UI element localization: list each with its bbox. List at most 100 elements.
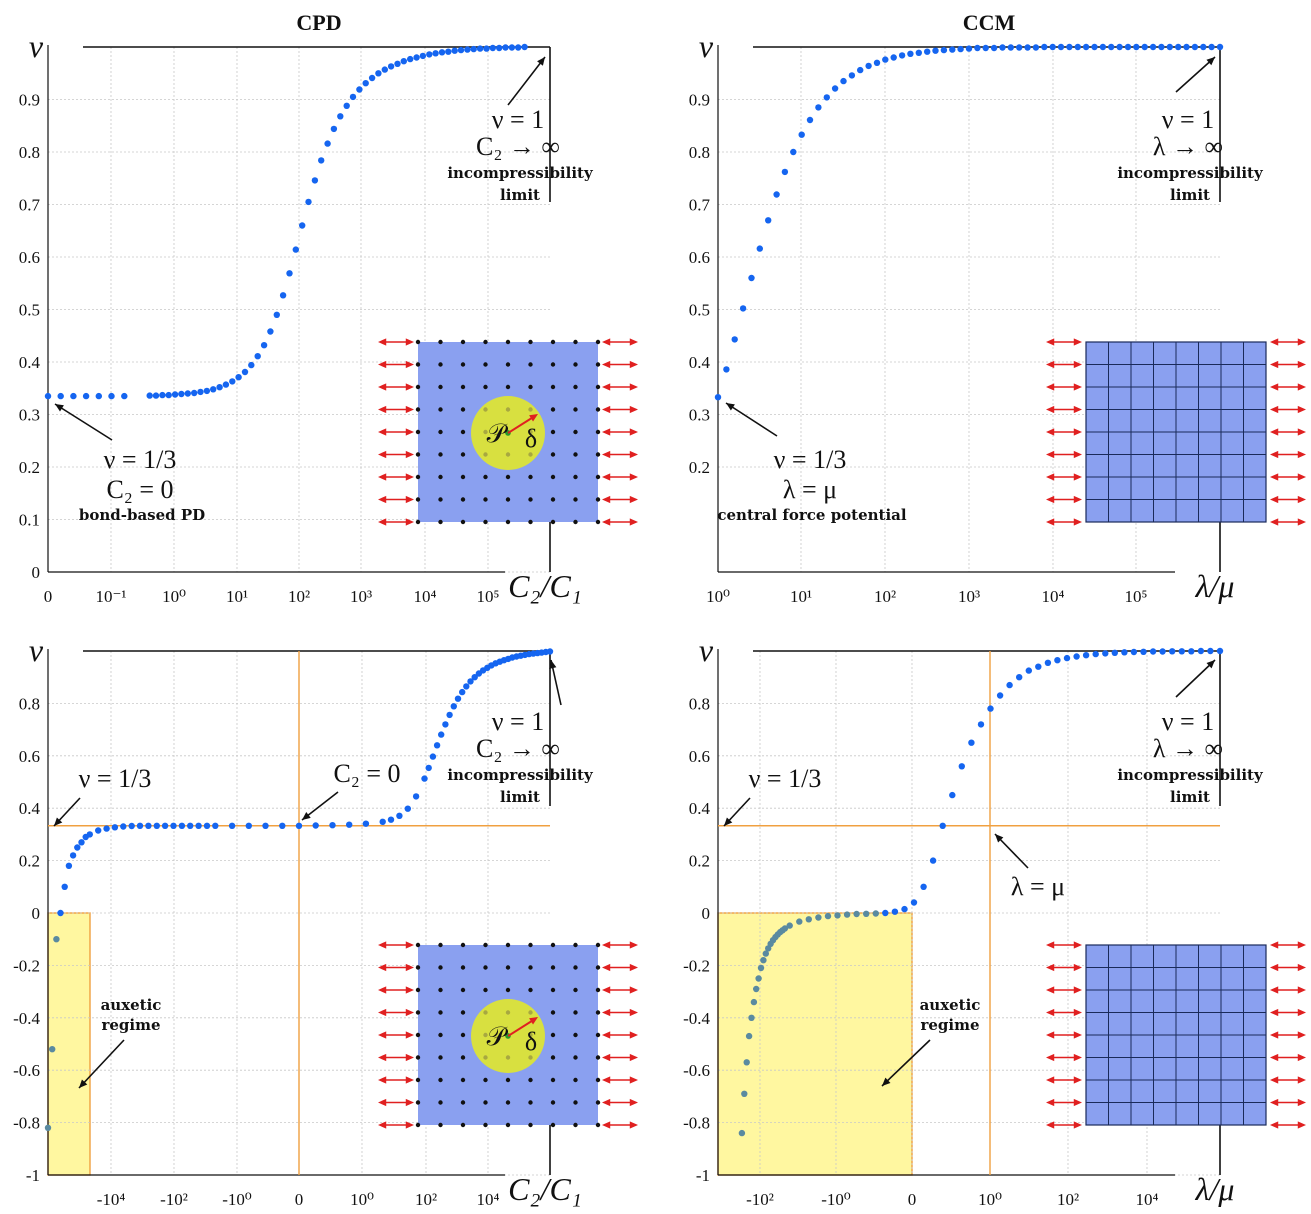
auxetic-region xyxy=(48,913,90,1175)
lattice-node xyxy=(483,362,488,367)
lattice-node xyxy=(595,965,601,970)
data-point xyxy=(203,822,211,829)
data-point xyxy=(1197,647,1205,655)
lattice-node xyxy=(550,1055,556,1060)
data-point xyxy=(748,274,755,282)
lattice-node xyxy=(438,987,443,993)
arrowhead xyxy=(1046,941,1055,949)
arrowhead xyxy=(1297,1031,1306,1039)
y-tick-label: 0.8 xyxy=(19,143,40,162)
arrowhead xyxy=(1073,360,1082,369)
lattice-node xyxy=(415,474,421,480)
data-point xyxy=(457,46,465,54)
lattice-node xyxy=(595,1122,601,1128)
data-point xyxy=(1006,681,1013,689)
data-point xyxy=(153,822,160,829)
lattice-node xyxy=(460,497,466,502)
data-point xyxy=(438,49,446,56)
arrowhead xyxy=(602,495,611,504)
arrowhead xyxy=(1270,1121,1279,1129)
data-point xyxy=(228,822,236,829)
data-point xyxy=(738,1129,746,1137)
data-point xyxy=(1216,43,1224,51)
arrowhead xyxy=(602,383,611,391)
arrowhead xyxy=(302,812,311,820)
lattice-node xyxy=(483,429,488,435)
data-point xyxy=(467,678,474,685)
auxetic-label: auxetic xyxy=(101,996,162,1014)
arrowhead xyxy=(1297,1076,1306,1084)
lattice-node xyxy=(483,1055,488,1060)
arrowhead xyxy=(405,428,414,436)
lattice-node xyxy=(595,1077,601,1083)
lattice-node xyxy=(415,965,421,970)
arrowhead xyxy=(79,1079,88,1088)
data-point xyxy=(446,711,453,719)
data-point xyxy=(990,44,998,52)
data-point xyxy=(1200,43,1207,51)
arrowhead xyxy=(1270,405,1279,414)
lattice-node xyxy=(460,407,466,412)
lattice-node xyxy=(550,1032,556,1038)
y-tick-label: -0.8 xyxy=(13,1114,40,1133)
lattice-node xyxy=(528,1077,533,1083)
arrowhead xyxy=(378,383,387,391)
y-tick-label: 0.4 xyxy=(689,353,711,372)
lattice-node xyxy=(573,1010,578,1015)
arrowhead xyxy=(629,941,638,949)
arrowhead xyxy=(1046,1076,1055,1084)
annotations: ν = 1C₂ → ∞ incompressibility limit ν = 1/3… xyxy=(54,56,594,524)
limit-param-label: λ → ∞ xyxy=(1153,734,1223,763)
data-point xyxy=(1074,43,1082,51)
data-point xyxy=(432,50,439,57)
annotations: ν = 1C₂ → ∞ incompressibility limit ν = 1/3… xyxy=(53,659,594,1089)
data-point xyxy=(853,910,860,918)
data-point xyxy=(381,66,388,73)
data-point xyxy=(1178,648,1186,655)
data-point xyxy=(197,388,204,396)
data-point xyxy=(171,391,179,398)
lattice-node xyxy=(483,1100,488,1105)
lattice-node xyxy=(505,987,511,993)
arrowhead xyxy=(1046,1031,1055,1039)
y-tick-label: 0.9 xyxy=(689,91,710,110)
data-point xyxy=(968,739,975,746)
lattice-node xyxy=(573,452,578,457)
arrowhead xyxy=(629,428,638,436)
data-point xyxy=(834,912,841,919)
arrowhead xyxy=(1046,1053,1055,1062)
arrowhead xyxy=(378,963,387,972)
lattice-node xyxy=(460,1100,466,1105)
arrowhead xyxy=(629,1076,638,1084)
data-point xyxy=(120,823,127,830)
data-point xyxy=(1188,648,1195,655)
limit-nu-label: ν = 1 xyxy=(1162,105,1214,134)
lattice-node xyxy=(415,1100,421,1105)
arrowhead xyxy=(378,360,387,369)
arrowhead xyxy=(995,834,1004,843)
data-point xyxy=(824,912,832,920)
data-point xyxy=(831,85,839,92)
data-point xyxy=(235,374,242,381)
arrowhead xyxy=(405,383,414,391)
lattice-node xyxy=(550,384,556,390)
data-point xyxy=(901,905,908,913)
lattice-node xyxy=(550,452,556,457)
y-tick-label: 0.7 xyxy=(689,196,711,215)
lattice-node xyxy=(460,339,466,345)
lattice-node xyxy=(595,452,601,457)
data-point xyxy=(982,44,989,52)
data-point xyxy=(815,104,822,111)
lattice-node xyxy=(573,1100,578,1105)
lattice-node xyxy=(483,1077,488,1083)
x-tick-label: 10³ xyxy=(350,587,372,606)
data-point xyxy=(165,391,172,399)
x-tick-label: 10⁴ xyxy=(414,587,437,606)
arrowhead xyxy=(1297,360,1306,369)
data-point xyxy=(152,392,160,399)
lattice-node xyxy=(438,362,443,367)
data-point xyxy=(267,328,274,335)
y-tick-label: 0.2 xyxy=(689,458,710,477)
data-point xyxy=(1092,650,1099,658)
lattice-node xyxy=(550,407,556,412)
